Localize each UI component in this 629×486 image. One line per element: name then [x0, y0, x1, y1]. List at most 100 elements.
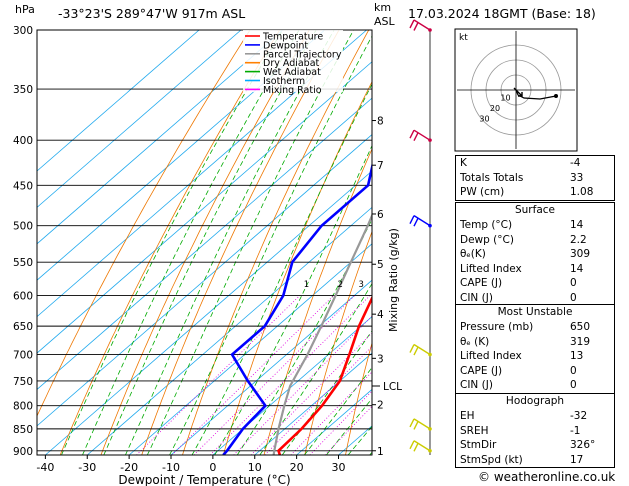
hodograph-row: StmDir 326°	[456, 438, 614, 453]
wet-adiabat-line	[146, 30, 355, 455]
x-tick-label: 30	[332, 461, 346, 474]
pressure-tick-label: 600	[13, 290, 33, 302]
dry-adiabat-line	[59, 30, 281, 455]
hodograph-unit: kt	[459, 33, 468, 43]
x-tick-label: -10	[162, 461, 180, 474]
isotherm-line	[37, 30, 367, 318]
pressure-tick-label: 650	[13, 321, 33, 333]
km-tick-label: 4	[377, 309, 384, 321]
wet-adiabat-line	[259, 282, 372, 455]
surface-label: CIN (J)	[460, 291, 493, 304]
surface-row: CAPE (J) 0	[456, 276, 614, 291]
hodograph-row: StmSpd (kt) 17	[456, 453, 614, 468]
km-tick-label: 7	[377, 160, 384, 172]
index-label: PW (cm)	[460, 186, 505, 199]
isotherm-line	[37, 30, 326, 281]
most-unstable-label: CIN (J)	[460, 379, 493, 392]
plot-area: 12346810152025	[37, 30, 434, 455]
surface-title: Surface	[514, 204, 555, 216]
pressure-tick-label: 850	[13, 424, 33, 436]
most-unstable-value: 319	[570, 335, 591, 348]
isotherm-line	[170, 279, 372, 455]
hodograph-end-point	[554, 94, 558, 98]
wind-barb-flag	[413, 346, 419, 356]
isotherm-line	[37, 134, 372, 427]
wind-barb	[409, 418, 432, 431]
most-unstable-row: θₑ (K) 319	[456, 335, 614, 350]
hodograph-value: 326°	[570, 439, 596, 452]
surface-label: Dewp (°C)	[460, 233, 514, 246]
pressure-tick-label: 700	[13, 350, 33, 362]
most-unstable-label: θₑ (K)	[460, 335, 490, 348]
hodograph-label: EH	[460, 410, 475, 422]
legend-label: Mixing Ratio	[263, 85, 322, 96]
x-tick-label: -20	[120, 461, 138, 474]
wet-adiabat-line	[214, 144, 372, 455]
mixing-ratio-line	[233, 315, 372, 455]
pressure-tick-label: 450	[13, 180, 33, 192]
surface-rows: Temp (°C) 14 Dewp (°C) 2.2 θₑ(K) 309 Lifted In…	[456, 218, 614, 306]
wet-adiabat-line	[325, 398, 372, 455]
pressure-tick-label: 750	[13, 376, 33, 388]
index-row: K -4	[456, 156, 614, 171]
mixing-ratio-axis-label: Mixing Ratio (g/kg)	[387, 228, 400, 332]
wet-adiabat-line	[191, 83, 372, 455]
index-value: 33	[570, 171, 584, 184]
mixing-ratio-label: 8	[413, 280, 418, 290]
km-tick-label: 6	[377, 209, 384, 221]
most-unstable-title: Most Unstable	[497, 306, 573, 318]
surface-table: Surface Temp (°C) 14 Dewp (°C) 2.2 θₑ(K) 309 L…	[455, 202, 615, 307]
isotherm-line	[37, 61, 372, 354]
pressure-tick-label: 550	[13, 257, 33, 269]
surface-value: 0	[570, 277, 577, 290]
surface-row: θₑ(K) 309	[456, 247, 614, 262]
surface-label: CAPE (J)	[460, 277, 503, 290]
wind-barb-flag	[413, 421, 419, 430]
wet-adiabat-line	[169, 35, 372, 455]
profile-dewpoint	[222, 161, 372, 455]
isotherm-line	[45, 170, 372, 455]
surface-row: Dewp (°C) 2.2	[456, 233, 614, 248]
most-unstable-label: Pressure (mb)	[460, 321, 534, 333]
hodograph-value: 17	[570, 453, 584, 466]
wind-barb	[409, 215, 432, 228]
most-unstable-row: CIN (J) 0	[456, 378, 614, 393]
mixing-ratio-label: 10	[423, 280, 434, 290]
index-row: Totals Totals 33	[456, 171, 614, 186]
hodograph-table: Hodograph EH -32 SREH -1 StmDir 326° StmSpd (k…	[455, 393, 615, 469]
x-tick-label: 20	[290, 461, 304, 474]
wind-barb-staff	[413, 418, 431, 430]
dry-adiabat-line	[141, 30, 340, 455]
wet-adiabat-line	[125, 30, 335, 455]
surface-label: Temp (°C)	[460, 219, 513, 231]
wind-barb	[409, 343, 432, 357]
profile-temperature	[277, 295, 372, 455]
surface-value: 14	[570, 262, 584, 275]
most-unstable-rows: Pressure (mb) 650 θₑ (K) 319 Lifted Index 13 C…	[456, 320, 614, 393]
isotherm-line	[37, 30, 242, 208]
hodograph-title: Hodograph	[505, 395, 565, 407]
most-unstable-row: Lifted Index 13	[456, 349, 614, 364]
hodograph-ring-label: 30	[479, 115, 489, 124]
km-tick-label: 2	[377, 400, 384, 412]
dry-adiabat-line	[222, 80, 372, 455]
pressure-tick-label: 800	[13, 401, 33, 413]
most-unstable-value: 13	[570, 350, 584, 363]
pressure-tick-label: 900	[13, 446, 33, 458]
km-tick-label: 5	[377, 259, 384, 271]
wind-barb	[409, 129, 432, 142]
hodograph-row: EH -32	[456, 409, 614, 424]
mixing-ratio-label: 1	[304, 280, 309, 290]
most-unstable-label: CAPE (J)	[460, 364, 503, 377]
wind-barb-flag	[409, 215, 415, 224]
dry-adiabat-line	[182, 30, 370, 455]
x-tick-label: 10	[248, 461, 262, 474]
dry-adiabat-line	[100, 30, 310, 455]
copyright-text[interactable]: © weatheronline.co.uk	[478, 470, 616, 484]
wind-barb-dot	[428, 28, 432, 32]
wind-barb-dot	[428, 352, 432, 357]
surface-label: θₑ(K)	[460, 248, 486, 261]
km-tick-label: 8	[377, 116, 384, 128]
